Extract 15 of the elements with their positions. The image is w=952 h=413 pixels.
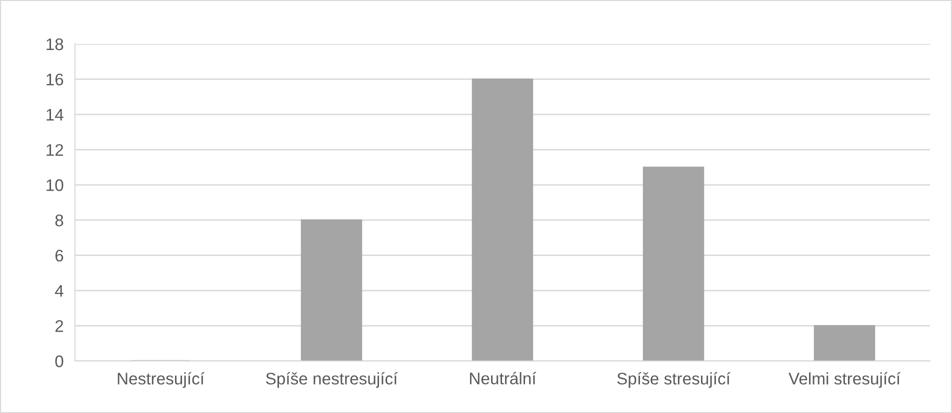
y-tick-label: 0 <box>55 355 64 368</box>
y-tick-label: 4 <box>55 285 64 297</box>
y-tick-label: 2 <box>55 320 64 332</box>
x-tick-label: Spíše nestresující <box>266 372 398 388</box>
x-tick-label: Spíše stresující <box>617 372 730 388</box>
x-tick-label: Velmi stresující <box>788 372 900 388</box>
y-tick-label: 12 <box>46 144 64 156</box>
y-tick-label: 18 <box>46 38 64 50</box>
x-tick-label: Neutrální <box>470 372 536 384</box>
y-tick-label: 14 <box>46 109 64 120</box>
y-tick-label: 8 <box>55 214 64 226</box>
y-tick-label: 6 <box>55 250 64 262</box>
x-tick-label: Nestresující <box>118 372 204 388</box>
y-tick-label: 16 <box>46 74 64 86</box>
y-tick-label: 10 <box>46 179 64 192</box>
